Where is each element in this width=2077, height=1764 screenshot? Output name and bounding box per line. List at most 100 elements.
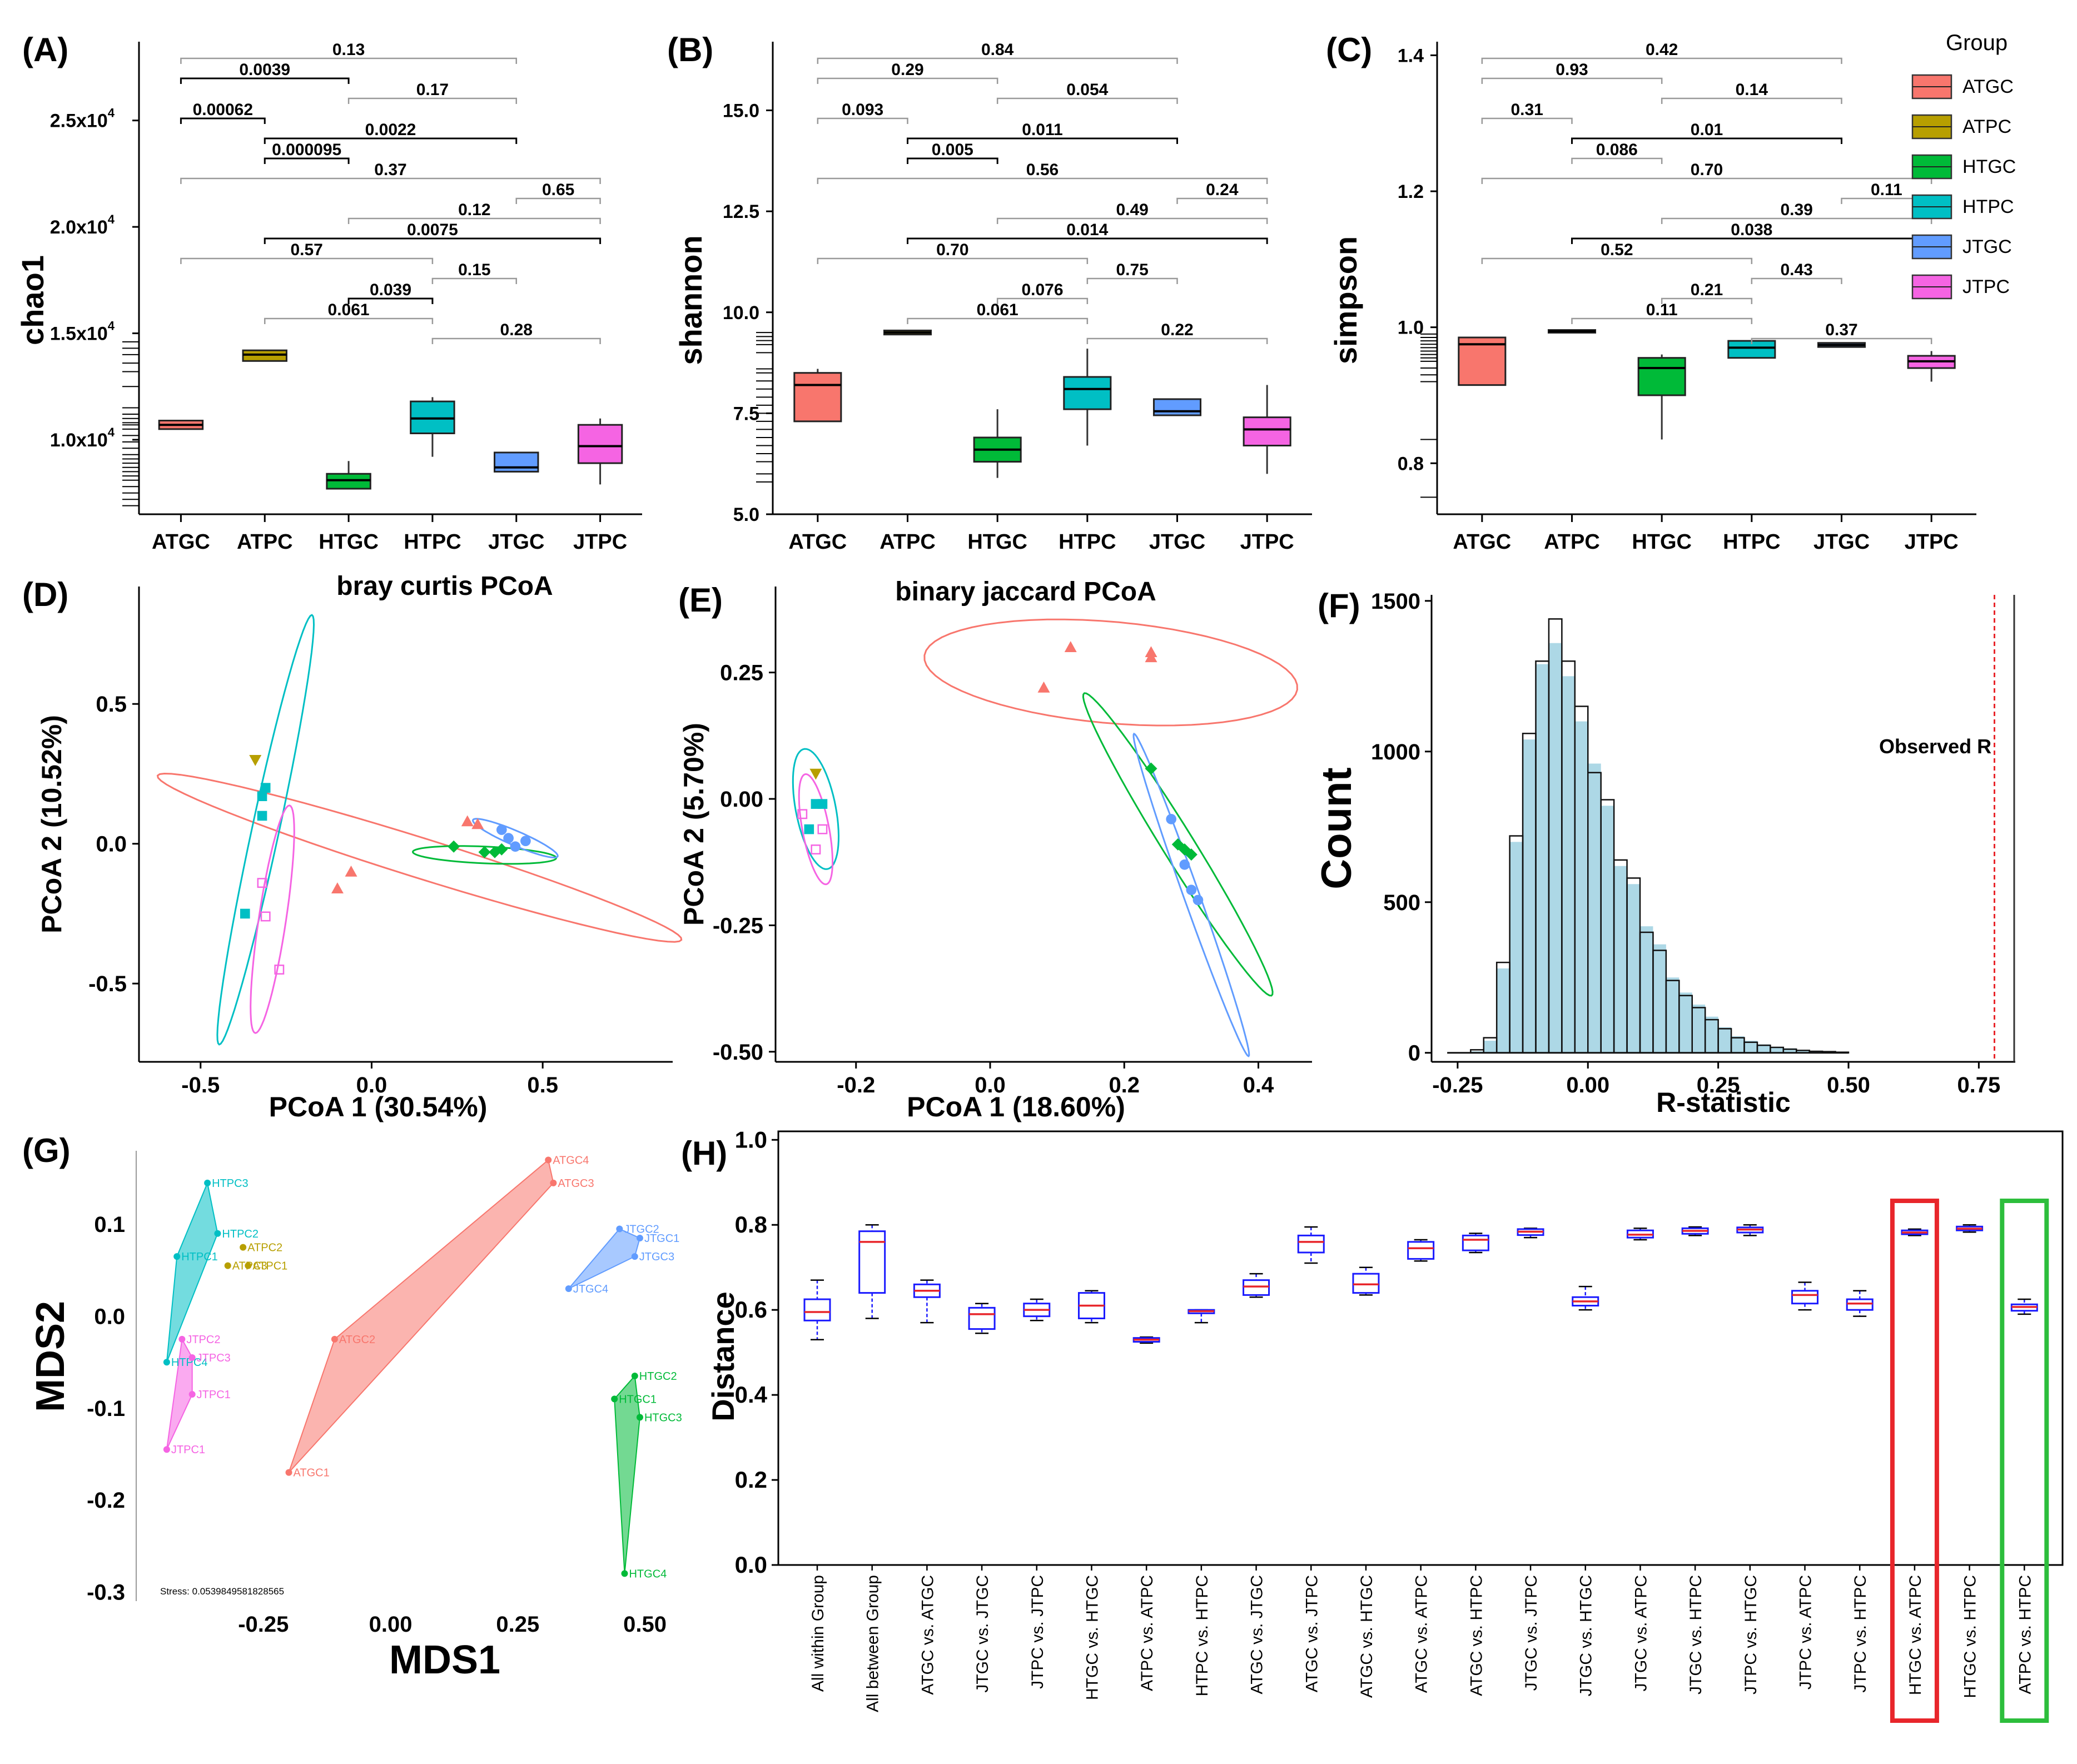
point-JTPC xyxy=(811,844,821,854)
y-tick-label: 0.6 xyxy=(735,1296,767,1323)
observed-r-label: Observed R xyxy=(1879,735,1991,758)
p-value-label: 0.52 xyxy=(1601,241,1633,259)
point-JTPC xyxy=(188,1391,196,1398)
x-tick-label: HTGC vs. HTGC xyxy=(1083,1575,1101,1700)
point-label: JTGC1 xyxy=(644,1233,679,1245)
point-HTGC xyxy=(631,1373,638,1379)
x-tick-label: JTPC vs. JTPC xyxy=(1028,1575,1047,1689)
x-tick-label: ATPC xyxy=(1544,530,1600,554)
comparison-bracket xyxy=(1571,317,1753,324)
x-tick-label: -0.2 xyxy=(837,1073,875,1097)
comparison-bracket xyxy=(431,337,601,344)
y-tick-label: 12.5 xyxy=(723,201,759,222)
point-HTPC xyxy=(260,783,271,793)
y-tick-label: 0 xyxy=(1408,1041,1420,1066)
comparison-bracket xyxy=(1481,77,1663,84)
p-value-label: 0.37 xyxy=(1825,321,1857,339)
distance-box xyxy=(1352,1273,1380,1294)
point-HTGC xyxy=(621,1570,628,1577)
distance-box xyxy=(1243,1279,1270,1296)
point-ATGC xyxy=(285,1469,292,1476)
x-tick-label: ATGC xyxy=(1453,530,1511,554)
p-value-label: 0.43 xyxy=(1780,261,1812,279)
hist-bar xyxy=(1653,944,1666,1053)
p-value-label: 0.65 xyxy=(542,181,574,199)
p-value-label: 0.29 xyxy=(891,61,923,79)
x-tick-label: 0.75 xyxy=(1957,1073,2000,1097)
x-tick-label: ATGC vs. ATGC xyxy=(918,1575,937,1695)
comparison-bracket xyxy=(180,77,350,84)
x-tick-label: ATGC vs. JTPC xyxy=(1303,1575,1321,1692)
x-tick-label: JTPC xyxy=(1240,530,1294,554)
comparison-bracket xyxy=(1481,257,1753,264)
p-value-label: 0.000095 xyxy=(272,141,341,159)
comparison-bracket xyxy=(347,297,434,304)
p-value-label: 0.31 xyxy=(1510,101,1543,119)
p-value-label: 0.15 xyxy=(458,261,490,279)
comparison-bracket xyxy=(1661,217,1932,224)
x-tick-label: ATPC xyxy=(237,530,293,554)
p-value-label: 0.12 xyxy=(458,201,490,219)
hull-ATGC xyxy=(288,1159,554,1473)
point-HTPC xyxy=(173,1253,181,1260)
comparison-bracket xyxy=(180,57,517,64)
y-tick-label: 1.0x104 xyxy=(50,425,115,451)
hist-bar xyxy=(1562,676,1575,1053)
p-value-label: 0.054 xyxy=(1066,81,1108,99)
panel-A: (A)1.0x1041.5x1042.0x1042.5x104chao1ATGC… xyxy=(15,31,642,554)
ellipse-JTPC xyxy=(250,804,295,1034)
x-tick-label: HTPC xyxy=(404,530,461,554)
point-ATPC xyxy=(240,1244,247,1251)
x-tick-label: JTGC xyxy=(1813,530,1870,554)
point-HTPC xyxy=(804,824,814,834)
panel-D: (D) bray curtis PCoA -0.5 0.0 0.5 -0.5 0.0 0.5 P… xyxy=(22,572,683,1122)
comparison-bracket xyxy=(1481,177,1932,184)
y-axis-title: Distance xyxy=(705,1291,741,1421)
comparison-bracket xyxy=(1481,117,1573,124)
x-tick-label: HTGC xyxy=(1632,530,1692,554)
y-axis-title: simpson xyxy=(1328,236,1363,364)
point-JTGC xyxy=(636,1235,643,1242)
x-tick-label: JTGC xyxy=(1149,530,1205,554)
ellipse-JTGC xyxy=(1132,732,1250,1057)
legend-label-HTGC: HTGC xyxy=(1962,156,2016,177)
x-tick-label: HTGC xyxy=(319,530,379,554)
point-HTPC xyxy=(257,791,267,802)
comparison-bracket xyxy=(180,117,266,124)
p-value-label: 0.01 xyxy=(1691,121,1723,139)
p-value-label: 0.0075 xyxy=(407,221,458,239)
hist-bar xyxy=(1757,1044,1771,1053)
x-tick-label: 0.00 xyxy=(1566,1073,1609,1097)
x-axis-title: R-statistic xyxy=(1656,1087,1791,1118)
p-value-label: 0.0039 xyxy=(239,61,290,79)
x-tick-label: All between Group xyxy=(864,1575,882,1712)
p-value-label: 0.22 xyxy=(1161,321,1193,339)
x-axis-title: PCoA 1 (18.60%) xyxy=(907,1091,1125,1122)
point-JTGC xyxy=(510,841,521,852)
panel-label: (B) xyxy=(667,31,713,68)
hull-JTGC xyxy=(568,1228,641,1289)
hist-bar xyxy=(1497,968,1510,1053)
y-tick-label: 1.0 xyxy=(1398,317,1424,339)
x-tick-label: ATGC vs. HTGC xyxy=(1358,1575,1376,1698)
point-ATGC xyxy=(461,815,474,827)
hist-bar xyxy=(1509,842,1523,1053)
y-tick-label: 0.0 xyxy=(96,832,127,857)
x-tick-label: 0.2 xyxy=(1109,1073,1140,1097)
comparison-bracket xyxy=(515,197,601,204)
p-value-label: 0.11 xyxy=(1871,181,1902,199)
comparison-bracket xyxy=(996,217,1268,224)
legend-label-ATGC: ATGC xyxy=(1962,76,2014,97)
panel-label: (F) xyxy=(1318,587,1360,624)
y-axis-title: Count xyxy=(1313,767,1360,889)
comparison-bracket xyxy=(1481,57,1842,64)
p-value-label: 0.24 xyxy=(1206,181,1239,199)
hist-bar xyxy=(1679,992,1692,1053)
box-ATGC xyxy=(1458,336,1507,386)
x-tick-label: ATPC vs. ATPC xyxy=(1138,1575,1156,1691)
hist-bar xyxy=(1692,1005,1706,1053)
comparison-bracket xyxy=(180,177,601,184)
point-label: HTGC4 xyxy=(629,1568,667,1580)
point-HTGC xyxy=(611,1395,618,1403)
comparison-bracket xyxy=(996,97,1178,104)
